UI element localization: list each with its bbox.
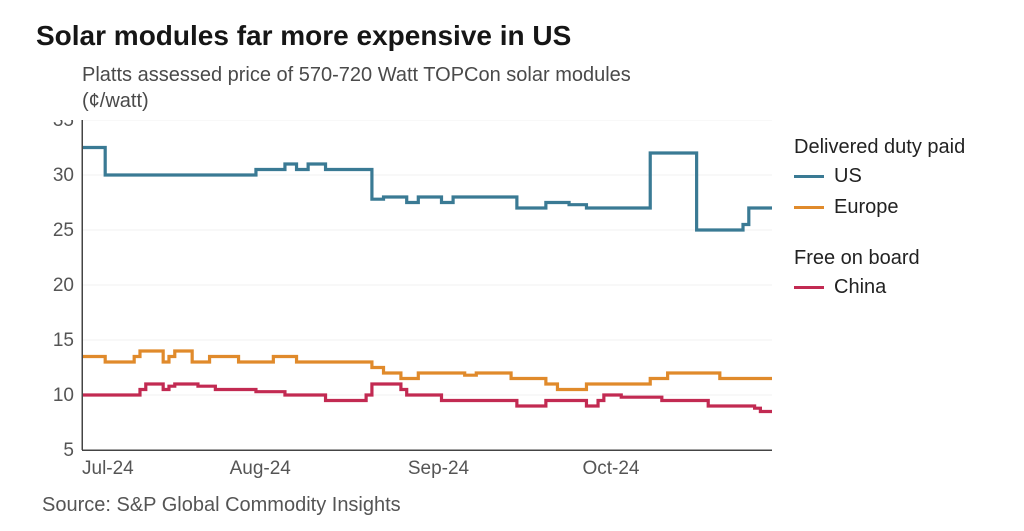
subtitle-line-2: (¢/watt) xyxy=(82,90,149,112)
y-tick-label: 35 xyxy=(53,120,74,131)
legend-group-title: Free on board xyxy=(794,247,1000,270)
legend-label: Europe xyxy=(834,196,899,219)
series-china xyxy=(82,384,772,412)
chart-subtitle: Platts assessed price of 570-720 Watt TO… xyxy=(82,62,1000,114)
legend-item-china: China xyxy=(794,276,1000,299)
source-attribution: Source: S&P Global Commodity Insights xyxy=(42,494,1000,517)
x-tick-label: Aug-24 xyxy=(230,458,292,479)
subtitle-line-1: Platts assessed price of 570-720 Watt TO… xyxy=(82,64,631,86)
legend-swatch xyxy=(794,175,824,178)
x-tick-label: Jul-24 xyxy=(82,458,134,479)
legend-swatch xyxy=(794,286,824,289)
chart-title: Solar modules far more expensive in US xyxy=(36,20,1000,52)
y-tick-label: 15 xyxy=(53,330,74,351)
plot-area: 5 10 15 20 25 30 35 Jul-24 Aug-24 Sep-24 Oct-24 xyxy=(36,120,772,480)
legend-group-title: Delivered duty paid xyxy=(794,136,1000,159)
y-tick-label: 30 xyxy=(53,165,74,186)
y-tick-label: 10 xyxy=(53,385,74,406)
legend-item-us: US xyxy=(794,165,1000,188)
legend-label: US xyxy=(834,165,862,188)
legend-item-europe: Europe xyxy=(794,196,1000,219)
legend: Delivered duty paid US Europe Free on board… xyxy=(772,120,1000,480)
line-chart-svg: 5 10 15 20 25 30 35 Jul-24 Aug-24 Sep-24 Oct-24 xyxy=(36,120,772,480)
y-tick-label: 25 xyxy=(53,220,74,241)
series-us xyxy=(82,148,772,231)
x-tick-label: Oct-24 xyxy=(582,458,639,479)
plot-row: 5 10 15 20 25 30 35 Jul-24 Aug-24 Sep-24 Oct-24 De… xyxy=(36,120,1000,480)
y-tick-label: 5 xyxy=(63,440,74,461)
legend-label: China xyxy=(834,276,886,299)
chart-container: { "title": "Solar modules far more expen… xyxy=(0,0,1024,531)
x-tick-label: Sep-24 xyxy=(408,458,470,479)
y-tick-label: 20 xyxy=(53,275,74,296)
legend-swatch xyxy=(794,206,824,209)
